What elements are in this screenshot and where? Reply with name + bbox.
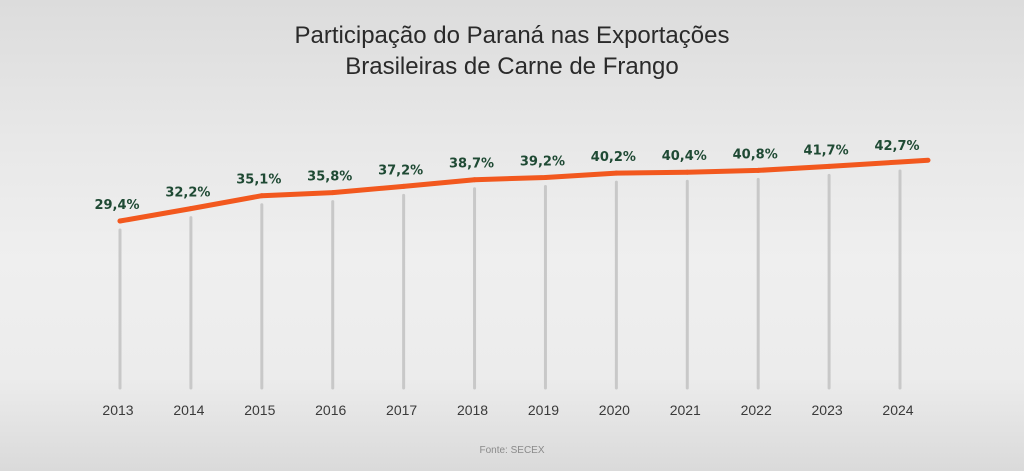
data-point-2018	[472, 177, 478, 183]
data-label-2023: 41,7%	[804, 143, 849, 158]
data-label-2018: 38,7%	[449, 157, 494, 172]
data-point-2019	[542, 175, 548, 181]
data-point-2023	[826, 163, 832, 169]
data-point-2015	[259, 193, 265, 199]
data-label-2013: 29,4%	[94, 198, 139, 213]
data-point-2024	[897, 159, 903, 165]
data-label-2020: 40,2%	[591, 150, 636, 165]
chart-title-line-1: Participação do Paraná nas Exportações	[294, 22, 730, 49]
data-label-2016: 35,8%	[307, 170, 352, 185]
data-point-2013	[117, 218, 123, 224]
data-label-2024: 42,7%	[874, 139, 919, 154]
x-tick-label-2023: 2023	[812, 402, 843, 418]
source-note: Fonte: SECEX	[479, 445, 545, 456]
data-point-2021	[684, 169, 690, 175]
data-label-2021: 40,4%	[662, 149, 707, 164]
data-label-2015: 35,1%	[236, 173, 281, 188]
chart-title-line-2: Brasileiras de Carne de Frango	[345, 53, 679, 80]
x-tick-label-2018: 2018	[457, 402, 488, 418]
data-point-2016	[330, 190, 336, 196]
data-point-2022	[755, 167, 761, 173]
x-tick-label-2020: 2020	[599, 402, 630, 418]
data-labels: 29,4% 32,2% 35,1% 35,8% 37,2% 38,7% 39,2% 40,2%…	[94, 139, 919, 213]
drop-lines	[118, 169, 902, 390]
x-tick-label-2022: 2022	[741, 402, 772, 418]
x-tick-label-2016: 2016	[315, 402, 346, 418]
x-axis: 2013 2014 2015 2016 2017 2018 2019 2020 2021 2022…	[102, 402, 913, 418]
x-tick-label-2017: 2017	[386, 402, 417, 418]
x-tick-label-2014: 2014	[173, 402, 204, 418]
x-tick-label-2013: 2013	[102, 402, 133, 418]
x-tick-label-2021: 2021	[670, 402, 701, 418]
chart-title: Participação do Paraná nas Exportações B…	[0, 20, 1024, 82]
data-label-2019: 39,2%	[520, 155, 565, 170]
data-label-2017: 37,2%	[378, 163, 423, 178]
data-point-2017	[401, 183, 407, 189]
data-point-2014	[188, 206, 194, 212]
data-label-2014: 32,2%	[165, 186, 210, 201]
x-tick-label-2019: 2019	[528, 402, 559, 418]
x-tick-label-2015: 2015	[244, 402, 275, 418]
series-layer	[117, 157, 931, 224]
data-point-2020	[613, 170, 619, 176]
data-label-2022: 40,8%	[733, 147, 778, 162]
x-tick-label-2024: 2024	[882, 402, 913, 418]
